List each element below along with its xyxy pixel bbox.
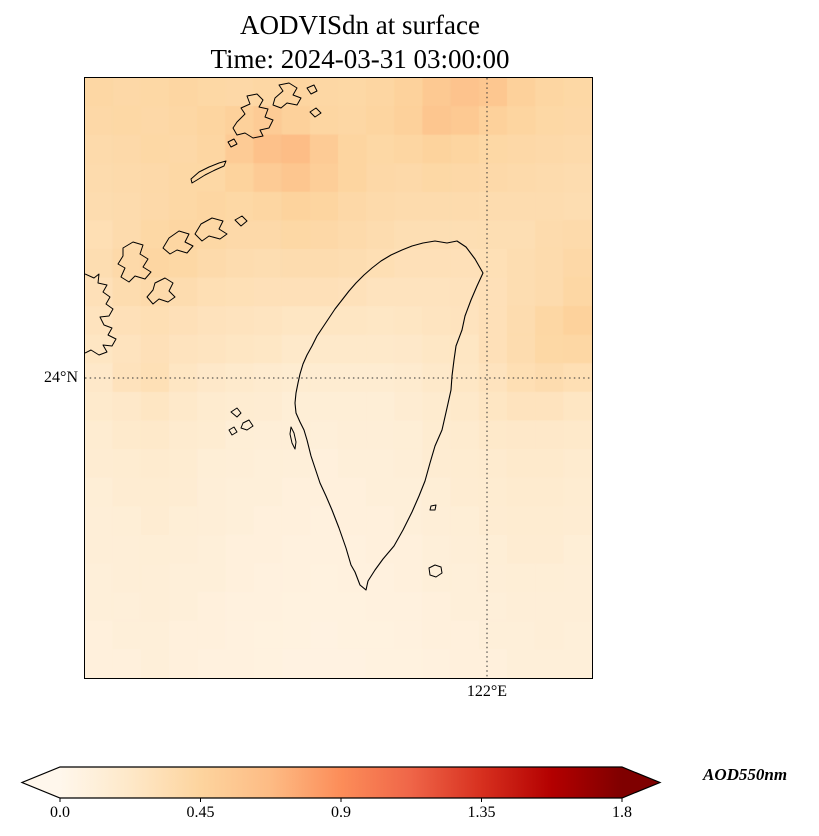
colorbar-tick-labels: 0.0 0.45 0.9 1.35 1.8 [20,804,680,824]
aod-heatmap-canvas [85,78,592,678]
plot-title-line1: AODVISdn at surface [240,10,480,40]
colorbar-ticks [59,798,623,802]
colorbar [20,764,680,804]
colorbar-tick-label: 0.0 [50,804,70,821]
colorbar-gradient-bar [20,766,662,802]
map-plot [84,77,593,679]
plot-title-line2: Time: 2024-03-31 03:00:00 [210,44,510,74]
plot-title: AODVISdn at surface Time: 2024-03-31 03:… [60,8,660,76]
colorbar-outline [20,766,662,799]
colorbar-tick-label: 1.8 [612,804,632,821]
colorbar-tick-label: 0.9 [331,804,351,821]
colorbar-title: AOD550nm [703,765,788,784]
colorbar-tick-label: 0.45 [186,804,215,821]
lat-tick-label: 24°N [44,369,78,386]
lon-tick-label: 122°E [466,683,508,700]
colorbar-tick-label: 1.35 [467,804,496,821]
